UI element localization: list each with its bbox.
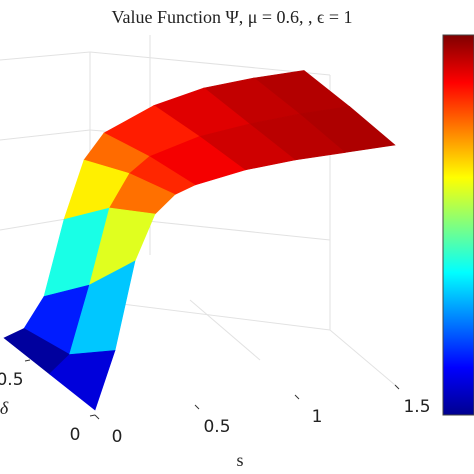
x-tick-label: 0 (112, 427, 123, 447)
x-tick (394, 384, 400, 390)
x-tick-label: 1.5 (403, 397, 430, 417)
x-tick (94, 414, 100, 420)
x-axis-label: s (236, 450, 243, 470)
x-tick-label: 1 (312, 407, 323, 427)
y-tick (24, 359, 31, 362)
chart-title: Value Function Ψ, μ = 0.6, , ϵ = 1 (111, 7, 352, 27)
colorbar (442, 34, 474, 416)
x-tick (294, 394, 300, 400)
surface-patch (49, 350, 116, 411)
y-axis-label: δ (0, 398, 9, 418)
y-tick-label: 0.5 (0, 370, 24, 390)
x-tick (194, 404, 200, 410)
x-tick-label: 0.5 (203, 417, 230, 437)
y-tick-label: 0 (70, 425, 81, 445)
y-tick (89, 414, 96, 417)
